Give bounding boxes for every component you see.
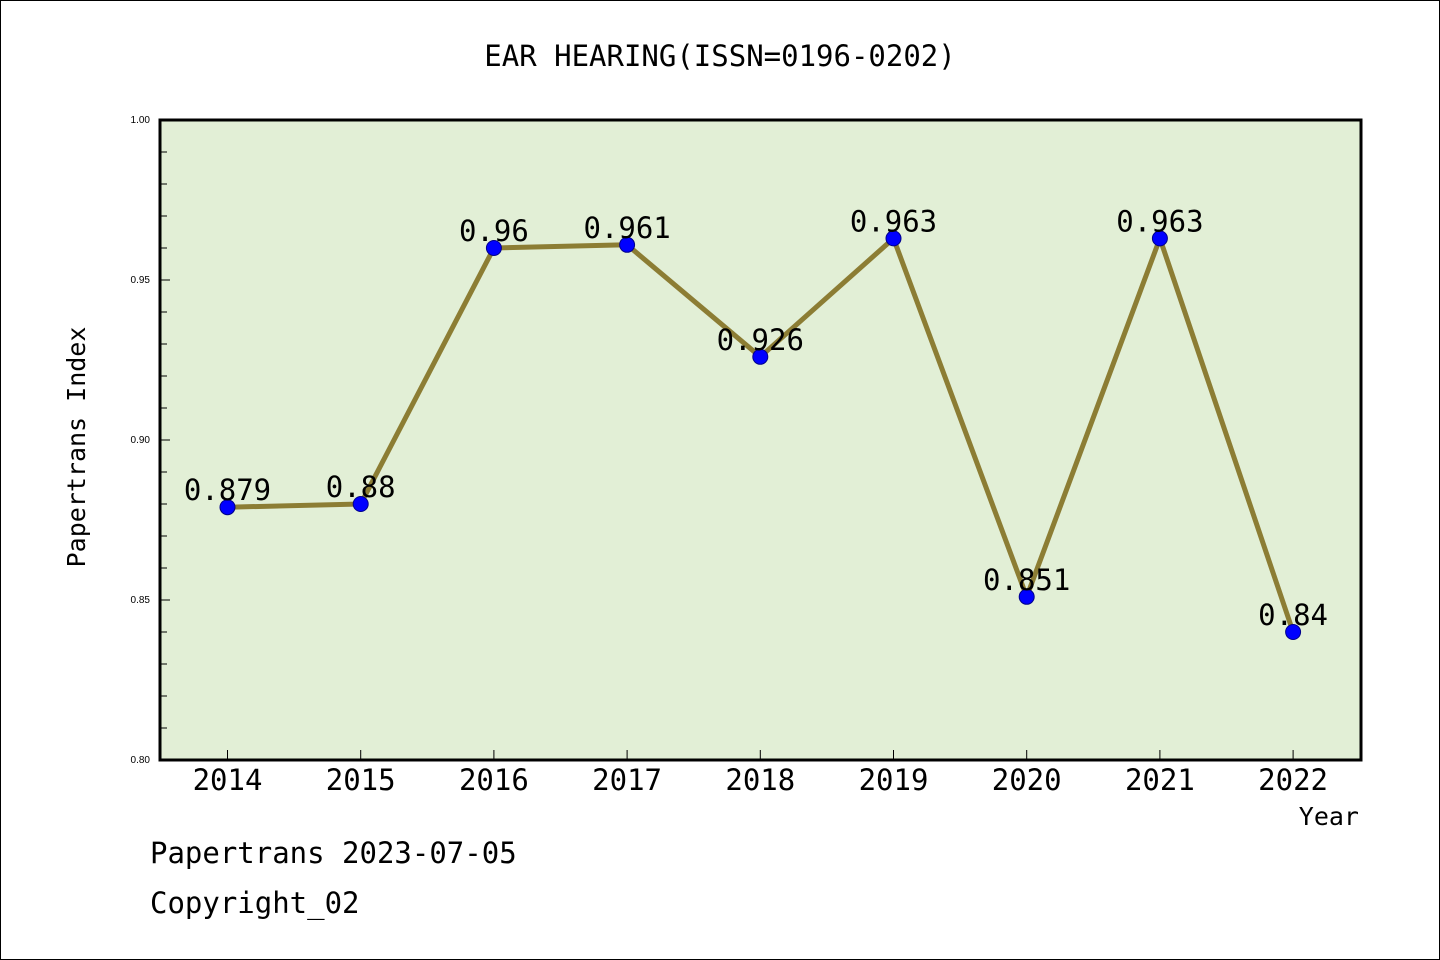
x-tick-label: 2014	[193, 763, 263, 797]
data-labels: 0.879 0.88 0.96 0.961 0.926 0.963 0.851 0.963 0.…	[184, 204, 1328, 632]
footer-credit: Papertrans 2023-07-05	[150, 836, 517, 870]
x-tick-label: 2018	[725, 763, 795, 797]
data-point	[619, 236, 636, 253]
data-point	[352, 496, 369, 512]
data-point	[1018, 588, 1035, 605]
data-label: 0.851	[983, 563, 1070, 597]
y-tick-label: 0.90	[131, 435, 151, 446]
y-tick-labels: 0.80 0.85 0.90 0.95 1.00	[131, 115, 151, 766]
plot-area	[160, 120, 1361, 760]
data-label: 0.879	[184, 473, 271, 507]
x-tick-labels: 2014 2015 2016 2017 2018 2019 2020 2021 2022	[193, 763, 1328, 797]
footer-copyright: Copyright_02	[150, 886, 360, 920]
plot-border	[158, 118, 1363, 762]
data-label: 0.88	[326, 470, 396, 504]
x-tick-label: 2015	[326, 763, 396, 797]
y-tick-label: 0.80	[131, 755, 151, 766]
data-point	[885, 230, 902, 247]
x-tick-label: 2021	[1125, 763, 1195, 797]
x-tick-label: 2020	[992, 763, 1062, 797]
chart-title: EAR HEARING(ISSN=0196-0202)	[484, 39, 955, 73]
data-label: 0.84	[1258, 598, 1328, 632]
data-point	[1151, 230, 1168, 247]
data-label: 0.963	[1116, 204, 1203, 238]
x-ticks	[227, 750, 1294, 760]
y-tick-label: 0.85	[131, 595, 151, 606]
x-tick-label: 2016	[459, 763, 529, 797]
y-tick-label: 0.95	[131, 275, 151, 286]
x-tick-label: 2022	[1258, 763, 1328, 797]
data-point	[752, 348, 769, 365]
x-tick-label: 2017	[592, 763, 662, 797]
data-label: 0.963	[850, 204, 937, 238]
y-tick-label: 1.00	[131, 115, 151, 126]
x-axis-label: Year	[1299, 802, 1359, 831]
x-tick-label: 2019	[859, 763, 929, 797]
data-point	[485, 240, 502, 256]
y-axis-label: Papertrans Index	[62, 327, 91, 568]
data-label: 0.96	[459, 214, 529, 248]
data-point	[1285, 624, 1302, 640]
data-label: 0.961	[583, 211, 670, 245]
data-point	[219, 499, 236, 516]
data-points	[219, 230, 1302, 640]
data-label: 0.926	[717, 323, 804, 357]
